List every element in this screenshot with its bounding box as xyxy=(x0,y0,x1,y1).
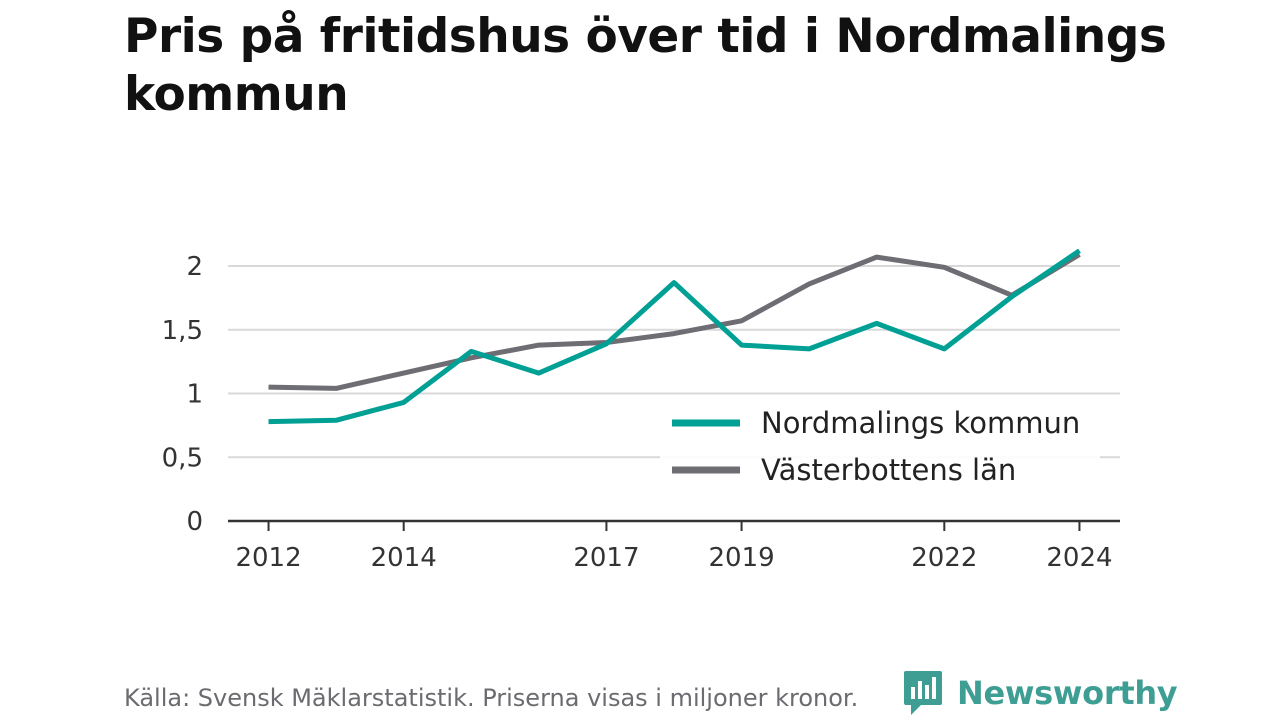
series-lines xyxy=(268,248,1081,425)
y-tick-label: 1 xyxy=(186,380,203,410)
y-tick-label: 2 xyxy=(186,252,203,282)
legend: Nordmalings kommun Västerbottens län xyxy=(660,400,1100,492)
legend-background xyxy=(660,400,1100,492)
x-tick-label: 2012 xyxy=(235,543,301,573)
brand-name: Newsworthy xyxy=(957,674,1178,712)
y-tick-label: 0 xyxy=(186,507,203,537)
source-note: Källa: Svensk Mäklarstatistik. Priserna … xyxy=(124,684,859,712)
legend-label: Västerbottens län xyxy=(761,453,1016,487)
legend-label: Nordmalings kommun xyxy=(761,406,1080,440)
x-tick-label: 2022 xyxy=(911,543,977,573)
y-tick-label: 0,5 xyxy=(162,443,203,473)
x-axis: 2012 2014 2017 2019 2022 2024 xyxy=(228,519,1120,573)
newsworthy-logo-icon xyxy=(904,671,942,715)
x-tick-label: 2014 xyxy=(371,543,437,573)
series-line xyxy=(268,248,1081,425)
x-tick-label: 2017 xyxy=(573,543,639,573)
x-tick-label: 2019 xyxy=(708,543,774,573)
brand-logo: Newsworthy xyxy=(903,670,1178,716)
series-line xyxy=(268,252,1081,391)
x-tick-label: 2024 xyxy=(1046,543,1112,573)
chart-title: Pris på fritidshus över tid i Nordmaling… xyxy=(124,9,1167,122)
y-axis: 0 0,5 1 1,5 2 xyxy=(162,252,203,537)
y-tick-label: 1,5 xyxy=(162,316,203,346)
